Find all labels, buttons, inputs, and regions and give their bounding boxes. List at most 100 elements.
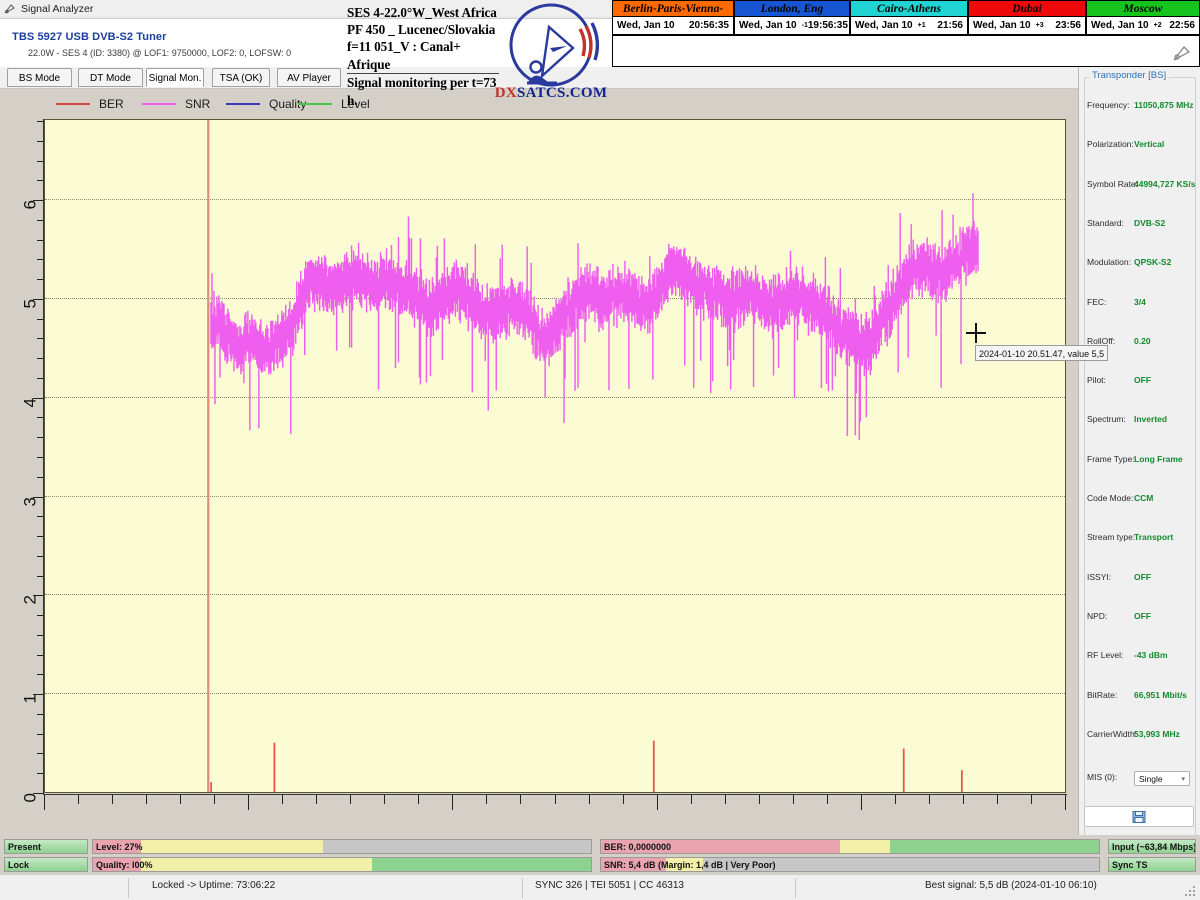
y-tick-minor [37,180,44,182]
transponder-key: Frequency: [1087,100,1130,110]
transponder-value: Inverted [1134,414,1168,425]
x-tick-minor [929,795,930,804]
y-axis-label: 0 [20,793,39,803]
y-tick-major [33,397,44,399]
annotation-line-1: SES 4-22.0°W_West Africa [347,5,497,20]
x-tick-minor [180,795,181,804]
x-tick-minor [963,795,964,804]
y-axis-label: 4 [20,397,39,408]
tab-av-player[interactable]: AV Player [277,68,341,87]
lock-bar: Lock [4,857,88,872]
legend-label-quality: Quality [269,97,307,111]
resize-grip[interactable] [1185,886,1197,898]
chart-panel: BER SNR Quality Level 0 1 2 3 4 5 6 2024-01-10… [0,89,1109,835]
y-tick-minor [37,318,44,320]
clock-date-2: Wed, Jan 10 [855,19,913,31]
y-axis-label: 3 [20,496,39,506]
y-tick-minor [37,516,44,518]
status-row-1: Present Level: 27% BER: 0,0000000 Input … [0,838,1200,855]
x-tick-minor [895,795,896,804]
clock-time-1: Wed, Jan 10 -1 19:56:35 [734,17,850,35]
clock-time-3: Wed, Jan 10 +3 23:56 [968,17,1086,35]
x-tick-minor [282,795,283,804]
level-bar: Level: 27% [92,839,592,854]
legend-label-level: Level [341,97,370,111]
y-axis-label: 5 [20,298,39,309]
transponder-row: RollOff: 0.20 [1079,336,1200,350]
transponder-value: Long Frame [1134,453,1183,464]
tab-dt-mode[interactable]: DT Mode [78,68,143,87]
chart-series-layer [207,120,979,792]
y-tick-major [33,694,44,696]
chevron-down-icon: ▾ [1181,775,1185,783]
snr-bar-yellow [665,858,704,871]
y-tick-minor [37,259,44,261]
y-tick-major [33,496,44,498]
clock-hhmmss-1: 19:56:35 [807,19,848,31]
clock-time-4: Wed, Jan 10 +2 22:56 [1086,17,1200,35]
satellite-dish-icon [4,3,15,13]
tab-tsa[interactable]: TSA (OK) [212,68,270,87]
x-tick-major [1065,795,1066,810]
grid-line [45,297,1065,299]
x-tick-major [657,795,658,810]
tuner-name: TBS 5927 USB DVB-S2 Tuner [12,31,167,43]
transponder-row: Code Mode: CCM [1079,493,1200,507]
legend-swatch-quality [226,103,260,105]
y-axis-label: 1 [20,694,39,704]
ber-spike [207,120,210,792]
transponder-key: RF Level: [1087,650,1124,661]
clock-date-4: Wed, Jan 10 [1091,19,1149,31]
y-axis-label: 6 [20,200,39,210]
status-separator-2 [522,878,523,898]
transponder-value: 53,993 MHz [1134,728,1180,739]
sync-ts-bar-fill [1109,858,1195,871]
transponder-key: Standard: [1087,217,1124,228]
transponder-row: Frequency: 11050,875 MHz [1079,100,1200,114]
transponder-value: 66,951 Mbit/s [1134,689,1187,700]
grid-lines [45,120,1065,792]
y-axis-label: 2 [20,595,39,605]
snr-bar: SNR: 5,4 dB (Margin: 1,4 dB | Very Poor) [600,857,1100,872]
logo-text-rest: SATCS.COM [516,85,608,101]
mis-select[interactable]: Single ▾ [1134,771,1190,787]
clock-zone-2: Cairo-Athens [850,0,968,17]
ber-spike [652,740,655,792]
x-tick-minor [520,795,521,804]
legend-swatch-level [298,103,332,105]
status-separator-1 [128,878,129,898]
level-bar-label: Level: 27% [96,841,143,852]
transponder-key: FEC: [1087,296,1107,307]
status-uptime: Locked -> Uptime: 73:06:22 [152,880,276,891]
ber-bar-label: BER: 0,0000000 [604,841,672,852]
y-tick-minor [37,773,44,775]
transponder-key: Stream type: [1087,532,1136,543]
window-title: Signal Analyzer [21,2,94,15]
transponder-key: Pilot: [1087,375,1106,386]
ber-spike [210,782,213,792]
status-separator-3 [795,878,796,898]
x-tick-major [248,795,249,810]
tab-bs-mode[interactable]: BS Mode [7,68,72,87]
clock-zone-0: Berlin-Paris-Vienna-Roma [612,0,734,32]
save-report-button[interactable] [1084,806,1194,827]
clock-hhmmss-4: 22:56 [1169,19,1195,31]
clock-offset-2: +1 [917,21,926,29]
transponder-value: 44994,727 KS/s [1134,178,1196,189]
clock-zone-4: Moscow [1086,0,1200,17]
transponder-key: CarrierWidth: [1087,728,1138,739]
transponder-row: NPD: OFF [1079,611,1200,625]
x-tick-minor [384,795,385,804]
y-tick-minor [37,417,44,419]
transponder-key: Polarization: [1087,139,1134,150]
clock-date-1: Wed, Jan 10 [739,19,797,31]
clock-time-0: Wed, Jan 10 20:56:35 [612,17,734,35]
quality-bar-red [93,858,141,871]
x-axis-line [44,794,1067,795]
clock-offset-4: +2 [1153,21,1162,29]
quality-bar: Quality: l00% [92,857,592,872]
snr-bar-label: SNR: 5,4 dB (Margin: 1,4 dB | Very Poor) [604,859,776,870]
y-tick-minor [37,437,44,439]
tab-signal-mon[interactable]: Signal Mon. [146,68,204,87]
transponder-sidebar: Transponder [BS] Frequency: 11050,875 MHz… [1078,67,1200,837]
